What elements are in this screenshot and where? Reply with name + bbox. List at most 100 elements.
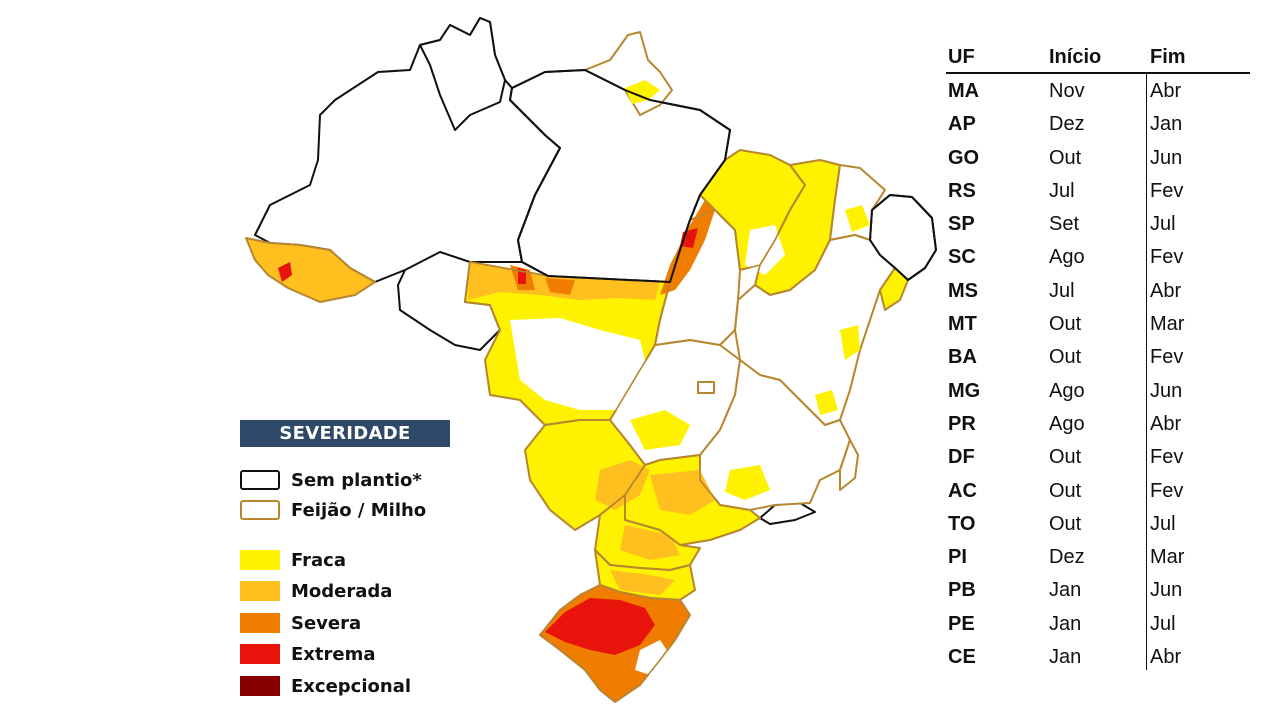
cell-fim: Fev: [1150, 479, 1184, 502]
table-row: SC Ago Fev: [946, 240, 1250, 273]
table-row: TO Out Jul: [946, 507, 1250, 540]
patch-pr-moderada: [620, 525, 680, 560]
table-row: RS Jul Fev: [946, 174, 1250, 207]
amapa-region: [584, 31, 673, 116]
cell-uf: PB: [948, 579, 976, 602]
legend-swatch: [240, 581, 280, 601]
patch-mg-fraca: [725, 465, 770, 500]
legend-label: Severa: [291, 612, 362, 634]
legend-label: Feijão / Milho: [291, 499, 427, 521]
cell-fim: Abr: [1150, 80, 1182, 102]
legend-item-feijao-milho: Feijão / Milho: [240, 499, 426, 521]
cell-fim: Jun: [1150, 379, 1183, 402]
legend-swatch: [240, 500, 280, 520]
cell-fim: Mar: [1150, 313, 1185, 336]
cell-uf: RS: [948, 179, 976, 202]
cell-inicio: Ago: [1049, 412, 1085, 435]
sem-plantio-regions: [254, 17, 937, 525]
cell-uf: AP: [948, 113, 976, 136]
legend-label: Extrema: [291, 643, 376, 665]
region-amazonas: [254, 17, 561, 283]
cell-inicio: Out: [1049, 146, 1082, 169]
severity-legend: SEVERIDADE Sem plantio* Feijão / Milho F…: [240, 420, 480, 697]
legend-swatch: [240, 470, 280, 490]
table-row: AC Out Fev: [946, 474, 1250, 507]
cell-fim: Jun: [1150, 146, 1183, 169]
table-row: CE Jan Abr: [946, 640, 1250, 673]
cell-inicio: Jan: [1049, 579, 1082, 602]
cell-uf: BA: [948, 346, 977, 369]
table-row: PE Jan Jul: [946, 607, 1250, 640]
table-row: SP Set Jul: [946, 207, 1250, 240]
patch-rs-white: [635, 640, 670, 675]
cell-inicio: Out: [1049, 346, 1082, 369]
legend-swatch: [240, 550, 280, 570]
table-row: GO Out Jun: [946, 141, 1250, 174]
cell-uf: PR: [948, 412, 976, 435]
cell-uf: CE: [948, 646, 976, 669]
cell-fim: Jul: [1150, 612, 1176, 635]
brazil-drought-map: [245, 17, 937, 703]
cell-uf: MS: [948, 279, 978, 302]
state-alagoas-sergipe: [879, 267, 909, 311]
cell-fim: Fev: [1150, 179, 1184, 202]
state-espirito-santo: [839, 439, 859, 491]
cell-fim: Fev: [1150, 346, 1184, 369]
legend-label: Fraca: [291, 549, 346, 571]
legend-item-excepcional: Excepcional: [240, 675, 411, 697]
cell-fim: Fev: [1150, 246, 1184, 269]
column-divider: [1146, 74, 1147, 670]
cell-uf: DF: [948, 446, 975, 469]
cell-inicio: Dez: [1049, 113, 1085, 136]
table-row: BA Out Fev: [946, 340, 1250, 373]
header-fim: Fim: [1150, 46, 1186, 68]
patch-pi-white: [745, 225, 785, 275]
patch-ms-moderada: [595, 460, 650, 510]
sem-plantio-borders: [509, 69, 937, 283]
cell-inicio: Out: [1049, 446, 1082, 469]
header-inicio: Início: [1049, 46, 1102, 68]
cell-inicio: Jul: [1049, 279, 1075, 302]
acre-severe-spot: [278, 262, 292, 282]
amapa-fraca-patch: [625, 80, 660, 104]
cell-inicio: Jan: [1049, 646, 1082, 669]
cell-inicio: Set: [1049, 213, 1080, 236]
cell-inicio: Out: [1049, 512, 1082, 535]
legend-item-moderada: Moderada: [240, 580, 392, 602]
cell-fim: Jul: [1150, 512, 1176, 535]
table-row: PB Jan Jun: [946, 573, 1250, 606]
cell-inicio: Jan: [1049, 612, 1082, 635]
cell-inicio: Ago: [1049, 379, 1085, 402]
cell-inicio: Jul: [1049, 179, 1075, 202]
cell-inicio: Nov: [1049, 80, 1085, 102]
patch-ba-fraca: [815, 325, 860, 415]
cell-uf: MA: [948, 80, 980, 102]
cell-uf: SC: [948, 246, 976, 269]
legend-label: Excepcional: [291, 675, 412, 697]
cell-inicio: Ago: [1049, 246, 1085, 269]
region-rondonia: [397, 251, 501, 351]
header-uf: UF: [948, 46, 975, 68]
patch-sp-moderada: [650, 470, 715, 515]
legend-label: Sem plantio*: [291, 469, 422, 491]
table-row: MG Ago Jun: [946, 374, 1250, 407]
cell-uf: AC: [948, 479, 977, 502]
cell-uf: MG: [948, 379, 981, 402]
cell-fim: Abr: [1150, 646, 1182, 669]
legend-swatch: [240, 613, 280, 633]
region-roraima: [419, 17, 506, 131]
cell-uf: MT: [948, 313, 977, 336]
cell-fim: Jun: [1150, 579, 1183, 602]
cell-fim: Abr: [1150, 279, 1182, 302]
legend-item-extrema: Extrema: [240, 643, 376, 665]
state-acre: [245, 237, 376, 303]
table-row: MA Nov Abr: [946, 74, 1250, 107]
cell-uf: PE: [948, 612, 975, 635]
legend-item-fraca: Fraca: [240, 549, 346, 571]
cell-uf: SP: [948, 213, 975, 236]
severity-patches: [468, 200, 870, 675]
patch-mt-white-1: [510, 318, 650, 410]
cell-inicio: Out: [1049, 479, 1082, 502]
table-row: PR Ago Abr: [946, 407, 1250, 440]
cell-fim: Fev: [1150, 446, 1184, 469]
